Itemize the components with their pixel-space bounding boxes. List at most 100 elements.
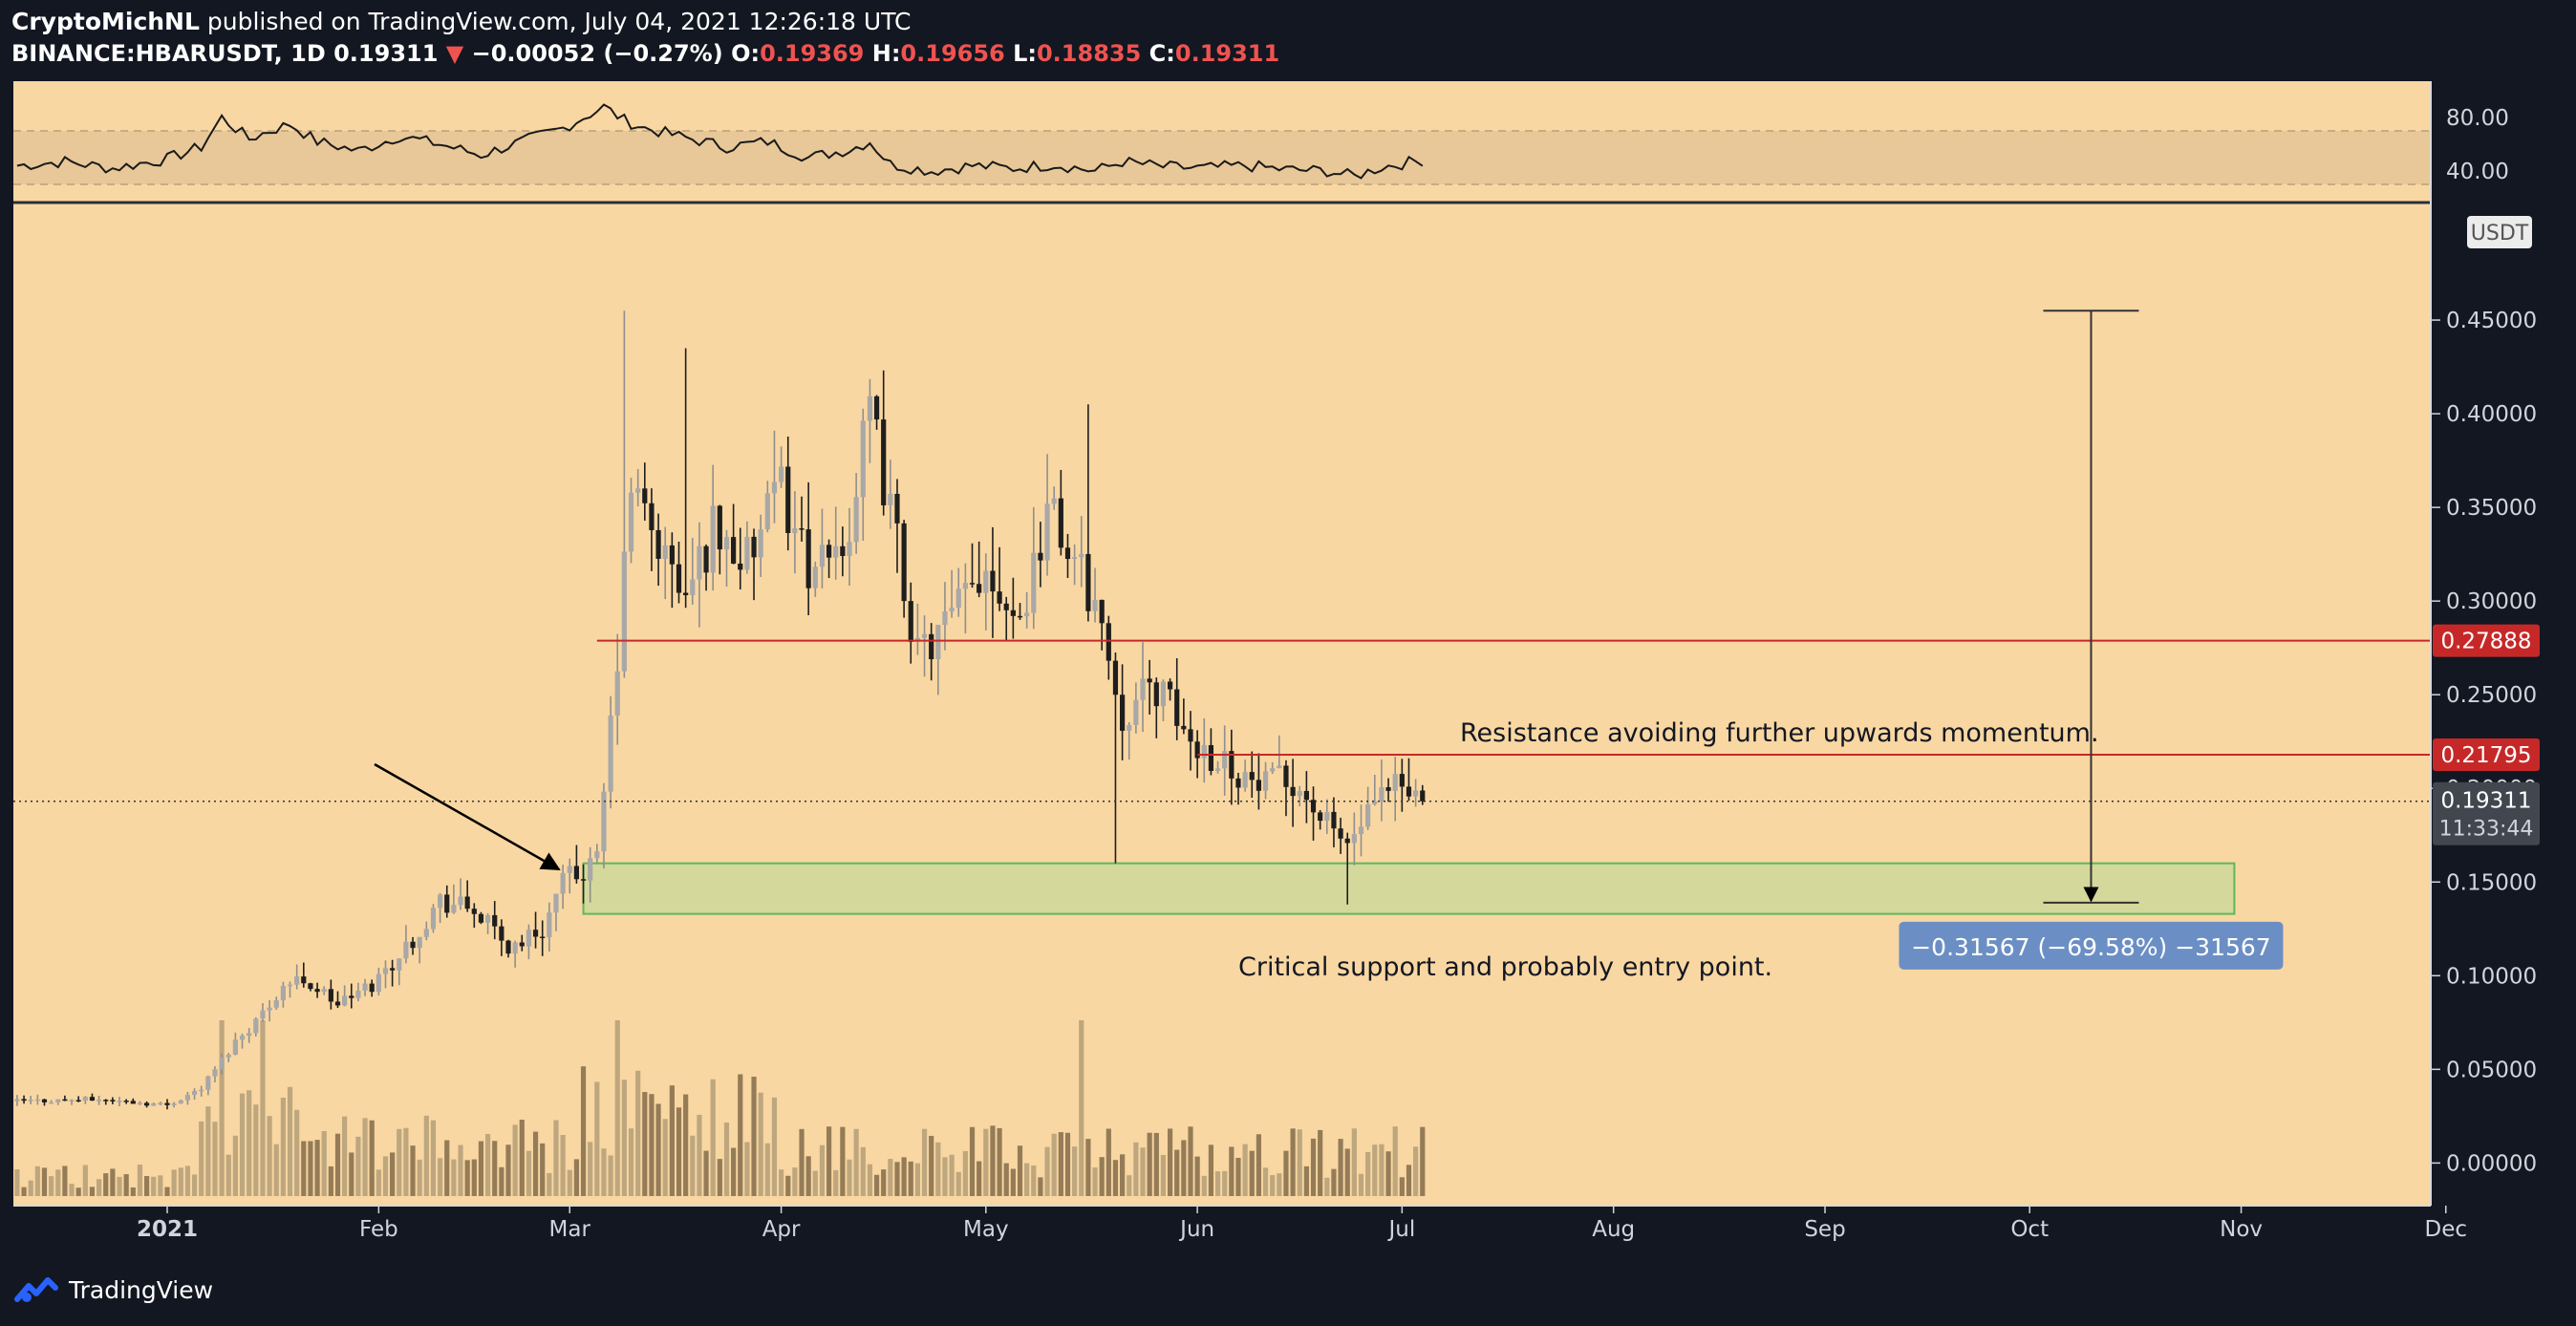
volume-bar (833, 1169, 839, 1196)
candle-body (573, 866, 579, 880)
candle-body (478, 913, 484, 923)
candle-body (621, 551, 627, 672)
candle-body (75, 1100, 81, 1102)
volume-bar (273, 1144, 279, 1196)
volume-bar (901, 1157, 907, 1196)
price-tick-label: 0.30000 (2446, 589, 2537, 614)
volume-bar (997, 1127, 1002, 1196)
volume-bar (580, 1066, 587, 1196)
candle-body (1235, 778, 1241, 788)
candle-body (588, 858, 593, 881)
candle-body (1079, 553, 1084, 558)
candle-body (1277, 765, 1282, 769)
price-tick-label: 0.10000 (2446, 964, 2537, 989)
volume-bar (41, 1167, 48, 1196)
candle-body (137, 1102, 143, 1104)
rsi-pane[interactable] (13, 103, 2431, 185)
support-zone[interactable] (582, 862, 2236, 915)
tradingview-logo-icon[interactable] (13, 1274, 59, 1305)
measure-result-box[interactable] (1899, 921, 2284, 970)
volume-bar (799, 1128, 805, 1196)
volume-bar (601, 1148, 607, 1196)
candle-body (464, 896, 470, 909)
symbol-label[interactable]: BINANCE:HBARUSDT, 1D (11, 40, 326, 67)
volume-bar (451, 1159, 457, 1196)
time-tick-label: Dec (2425, 1217, 2468, 1242)
candle-body (219, 1057, 225, 1070)
candle-body (397, 958, 402, 971)
candle-body (171, 1103, 177, 1105)
footer-brand[interactable]: TradingView (69, 1275, 214, 1304)
candle-body (1031, 552, 1037, 613)
candle-body (983, 570, 989, 593)
volume-bar (225, 1154, 231, 1196)
volume-bar (110, 1168, 116, 1196)
candle-body (826, 545, 832, 558)
candle-body (390, 968, 396, 971)
volume-bar (321, 1131, 327, 1196)
volume-bar (990, 1125, 996, 1196)
candle-body (123, 1101, 129, 1102)
volume-bar (355, 1136, 361, 1196)
volume-bar (1277, 1173, 1282, 1196)
currency-badge[interactable] (2467, 216, 2532, 248)
resistance-note[interactable]: Resistance avoiding further upwards mome… (1460, 718, 2099, 748)
volume-bar (1153, 1132, 1159, 1196)
candle-body (833, 545, 839, 558)
candle-body (143, 1102, 150, 1106)
volume-bar (1140, 1147, 1146, 1196)
volume-bar (247, 1090, 252, 1196)
candle-body (199, 1089, 204, 1092)
volume-bar (710, 1079, 716, 1196)
candle-body (860, 420, 866, 498)
price-labels: 0.27888 0.21795 0.19311 11:33:44 (2433, 624, 2540, 845)
time-axis[interactable] (13, 1206, 2561, 1253)
candle-body (280, 985, 286, 1001)
candle-body (260, 1010, 266, 1019)
rsi-line[interactable] (16, 103, 1424, 180)
close-label: C: (1148, 40, 1175, 67)
volume-bar (458, 1144, 463, 1196)
volume-bar (1297, 1129, 1302, 1196)
volume-bar (519, 1120, 525, 1196)
candle-body (34, 1099, 40, 1101)
candle-body (540, 936, 546, 939)
time-tick-label: Sep (1804, 1217, 1845, 1242)
candle-body (1010, 610, 1016, 616)
volume-bar (771, 1097, 778, 1196)
volume-bar (397, 1128, 402, 1196)
volume-bar (840, 1126, 846, 1196)
support-note[interactable]: Critical support and probably entry poin… (1238, 952, 1772, 982)
volume-bar (178, 1167, 183, 1196)
volume-bar (635, 1070, 641, 1196)
author-name[interactable]: CryptoMichNL (11, 8, 200, 35)
volume-bar (935, 1142, 941, 1196)
price-range-measure[interactable]: −0.31567 (−69.58%) −31567 (1899, 310, 2284, 970)
candle-body (1385, 787, 1391, 791)
candle-body (164, 1102, 170, 1105)
candle-body (1064, 547, 1071, 560)
candle-body (1024, 612, 1030, 617)
candle-body (178, 1100, 183, 1104)
last-price-value: 0.19311 (333, 40, 439, 67)
candle-body (28, 1100, 33, 1101)
volume-bar (349, 1152, 354, 1196)
candle-body (738, 563, 743, 570)
candle-body (492, 914, 498, 927)
candle-body (977, 584, 982, 593)
volume-bar (21, 1187, 27, 1196)
candle-body (567, 866, 572, 873)
open-value: 0.19369 (760, 40, 865, 67)
candle-body (444, 894, 450, 913)
candle-body (894, 493, 900, 524)
candle-body (703, 545, 709, 573)
volume-bar (1079, 1020, 1084, 1196)
candle-body (1372, 801, 1378, 804)
arrow-drawing[interactable] (374, 762, 561, 871)
volume-bar (532, 1131, 539, 1196)
candle-body (239, 1036, 246, 1040)
volume-bar (1099, 1157, 1105, 1196)
candle-body (962, 583, 968, 589)
candle-body (1331, 811, 1337, 829)
